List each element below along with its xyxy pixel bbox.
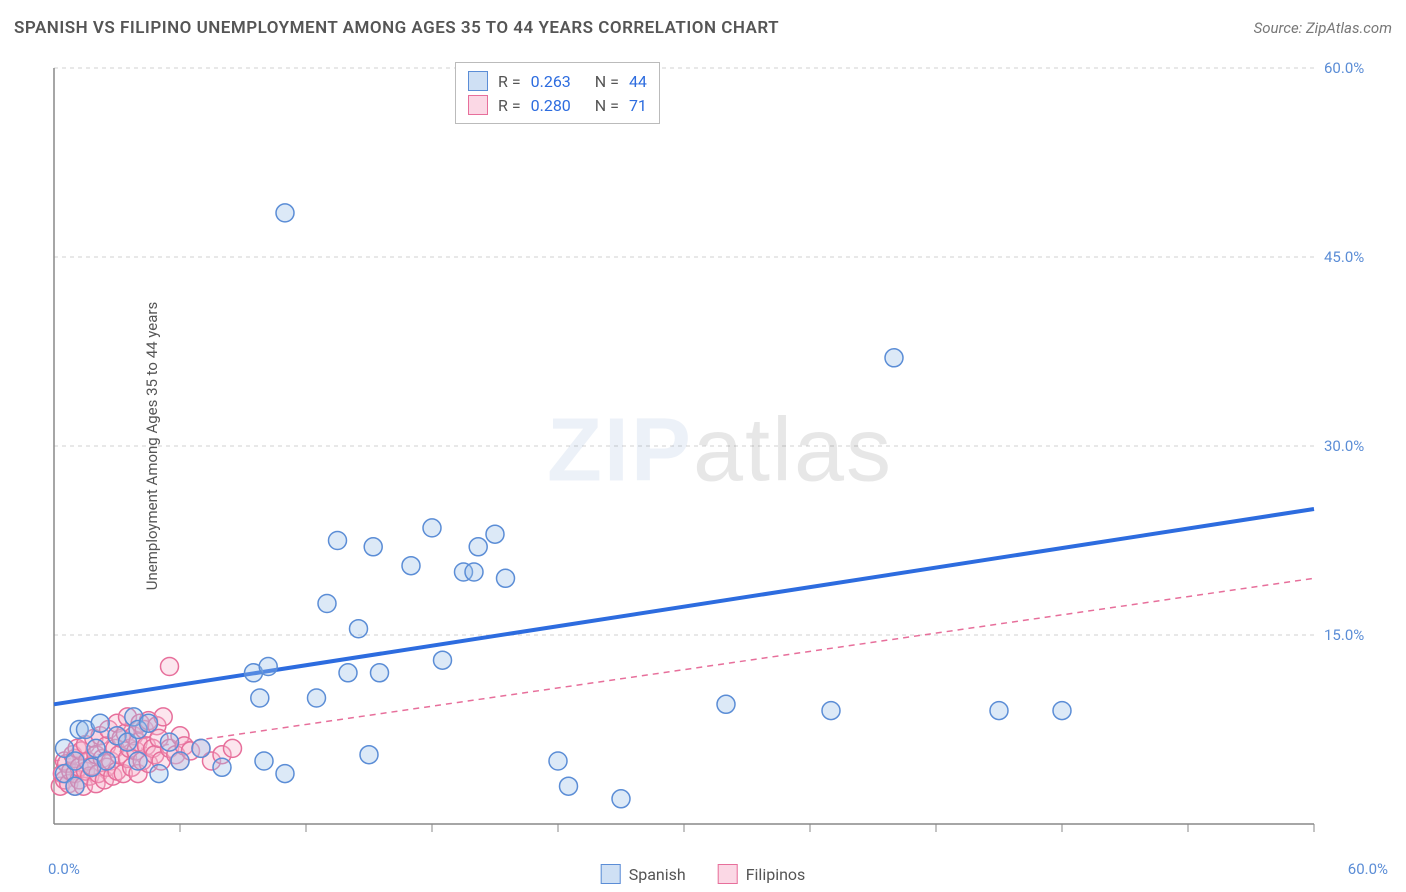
swatch-spanish-icon [601,864,621,884]
svg-text:15.0%: 15.0% [1324,626,1364,644]
chart-title: SPANISH VS FILIPINO UNEMPLOYMENT AMONG A… [14,18,779,38]
legend-item-spanish: Spanish [601,864,686,884]
swatch-spanish-icon [468,71,488,91]
scatter-plot: 15.0% 30.0% 45.0% 60.0% [50,60,1390,842]
stats-box: R = 0.263 N = 44 R = 0.280 N = 71 [455,62,660,124]
stats-row-filipino: R = 0.280 N = 71 [468,93,647,117]
svg-text:30.0%: 30.0% [1324,437,1364,455]
svg-text:60.0%: 60.0% [1324,60,1364,77]
legend-item-filipino: Filipinos [718,864,806,884]
swatch-filipino-icon [718,864,738,884]
chart-area: 15.0%30.0%45.0%60.0% ZIPatlas [50,60,1390,842]
x-max-label: 60.0% [1348,860,1388,878]
swatch-filipino-icon [468,95,488,115]
x-min-label: 0.0% [48,860,80,878]
source-attribution: Source: ZipAtlas.com [1254,19,1392,37]
bottom-legend: Spanish Filipinos [601,864,806,884]
svg-text:45.0%: 45.0% [1324,248,1364,266]
stats-row-spanish: R = 0.263 N = 44 [468,69,647,93]
